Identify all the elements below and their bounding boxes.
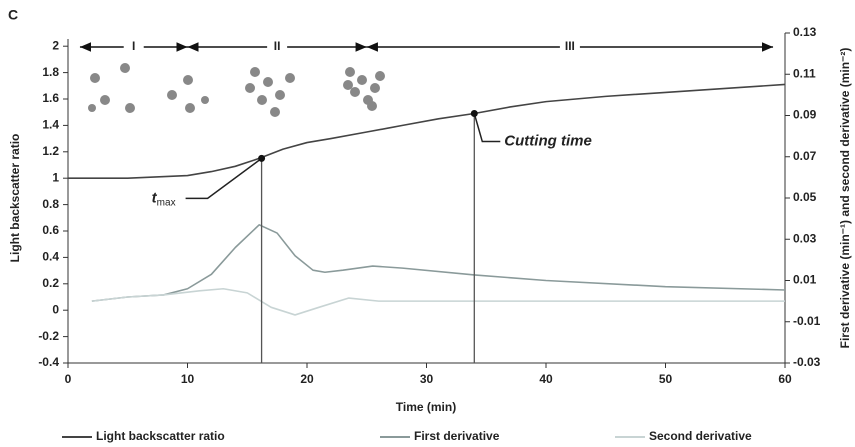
y2-tick-label: -0.03 (793, 355, 821, 369)
particle-icons (88, 63, 385, 117)
series-line (68, 83, 786, 179)
y-axis-title: Light backscatter ratio (8, 134, 22, 263)
y2-tick-label: 0.03 (793, 231, 817, 245)
x-tick-label: 40 (539, 372, 553, 386)
region-label: I (132, 39, 135, 53)
region-label: II (274, 39, 281, 53)
x-tick-label: 10 (181, 372, 195, 386)
x-tick-label: 50 (659, 372, 673, 386)
legend-label: First derivative (414, 429, 500, 443)
y-tick-label: 0.6 (42, 223, 59, 237)
y-tick-label: 0.8 (42, 197, 59, 211)
annotation-point (258, 154, 266, 162)
series-line (91, 224, 786, 302)
y-tick-label: 1.4 (42, 118, 59, 132)
region-label-bg (267, 40, 288, 54)
y-tick-label: -0.4 (38, 355, 59, 369)
region-label-bg (559, 40, 580, 54)
legend-label: Light backscatter ratio (96, 429, 225, 443)
x-axis-title: Time (min) (396, 400, 456, 414)
annotation-leader (185, 157, 263, 200)
y2-axis-title: First derivative (min⁻¹) and second deri… (838, 48, 852, 349)
annotation-subscript: max (157, 197, 176, 208)
y2-tick-label: 0.05 (793, 190, 817, 204)
y-tick-label: 1 (52, 170, 59, 184)
x-tick-label: 20 (300, 372, 314, 386)
region-label: III (565, 39, 575, 53)
y2-tick-label: 0.13 (793, 25, 817, 39)
legend-label: Second derivative (649, 429, 752, 443)
y2-tick-label: 0.11 (793, 66, 816, 80)
x-tick-label: 60 (778, 372, 792, 386)
y2-tick-label: -0.01 (793, 314, 821, 328)
y-tick-label: 0.2 (42, 276, 59, 290)
y2-tick-label: 0.01 (793, 273, 817, 287)
y-tick-label: 1.2 (42, 144, 59, 158)
y-tick-label: 1.6 (42, 91, 59, 105)
series-line (91, 287, 785, 316)
annotation-point (470, 110, 478, 118)
y2-tick-label: 0.07 (793, 149, 817, 163)
annotation-text: Cutting time (504, 132, 592, 149)
y-tick-label: 1.8 (42, 65, 59, 79)
annotation-label: tmax (152, 189, 176, 208)
y-tick-label: 0.4 (42, 250, 59, 264)
x-tick-label: 0 (65, 372, 72, 386)
y2-tick-label: 0.09 (793, 108, 817, 122)
annotation-text: t (152, 189, 158, 206)
y-tick-label: -0.2 (38, 329, 59, 343)
x-tick-label: 30 (420, 372, 434, 386)
y-tick-label: 2 (52, 38, 59, 52)
region-label-bg (123, 40, 144, 54)
annotation-leader (473, 113, 501, 143)
annotation-label: Cutting time (504, 132, 592, 149)
y-tick-label: 0 (52, 302, 59, 316)
panel-label: C (8, 7, 18, 23)
